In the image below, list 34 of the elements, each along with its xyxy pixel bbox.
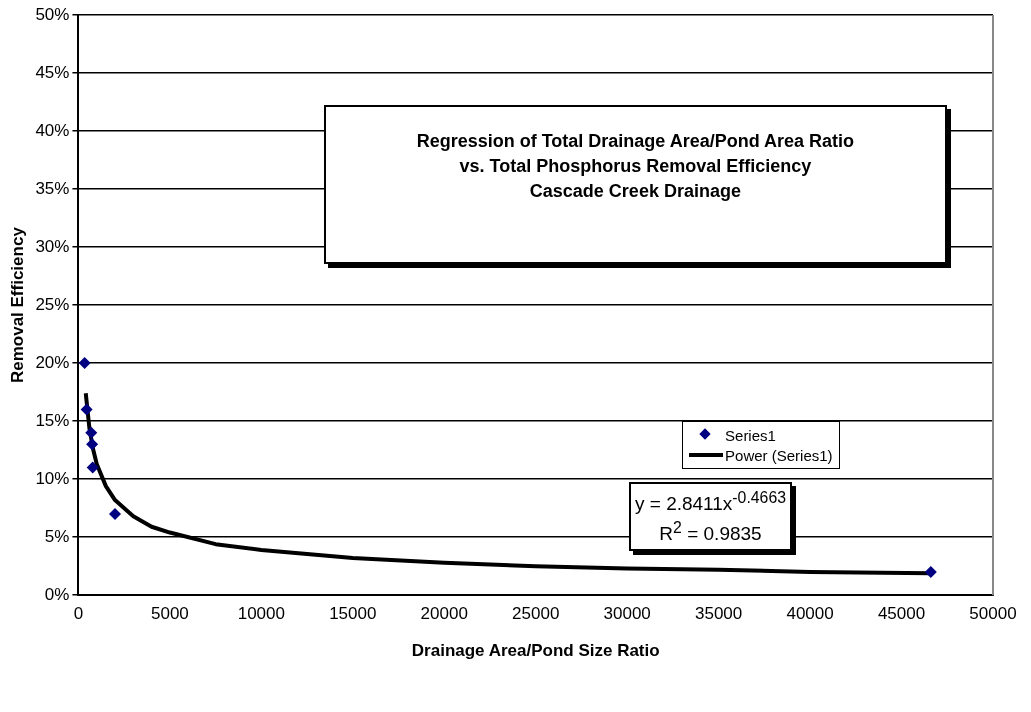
x-tick-label: 10000 — [237, 604, 285, 624]
x-tick-label: 35000 — [694, 604, 743, 624]
title-text-box: Regression of Total Drainage Area/Pond Area Ratio vs. Total Phosphorus Removal Efficiency Cascade Creek Drainage — [323, 104, 948, 265]
x-tick-label: 45000 — [877, 604, 926, 624]
x-tick-label: 25000 — [512, 604, 560, 624]
x-tick-label: 15000 — [329, 604, 377, 624]
point — [924, 565, 937, 578]
point — [85, 426, 98, 439]
y-tick-label: 20% — [35, 352, 70, 372]
y-tick-label: 45% — [35, 62, 70, 82]
x-tick-label: 50000 — [969, 604, 1017, 624]
point — [86, 461, 99, 474]
point — [86, 438, 99, 451]
point — [78, 357, 91, 370]
x-axis-title: Drainage Area/Pond Size Ratio — [411, 641, 660, 661]
x-tick-label: 0 — [73, 604, 84, 624]
x-tick-label: 5000 — [150, 604, 189, 624]
legend-label: Series1 — [725, 426, 776, 444]
y-tick-label: 40% — [35, 120, 70, 140]
y-tick-label: 25% — [35, 294, 70, 314]
y-tick-label: 30% — [35, 236, 70, 256]
y-tick-label: 15% — [35, 410, 70, 430]
y-tick-label: 50% — [35, 4, 70, 24]
point — [80, 403, 93, 416]
y-tick-label: 35% — [35, 178, 70, 198]
point — [109, 507, 122, 520]
y-axis-title: Removal Efficiency — [7, 226, 27, 384]
legend-label: Power (Series1) — [725, 446, 833, 464]
y-tick-label: 10% — [35, 468, 70, 488]
y-tick-label: 5% — [44, 526, 70, 546]
x-tick-label: 40000 — [786, 604, 834, 624]
x-tick-label: 20000 — [420, 604, 468, 624]
y-tick-label: 0% — [44, 584, 70, 604]
x-tick-label: 30000 — [603, 604, 651, 624]
